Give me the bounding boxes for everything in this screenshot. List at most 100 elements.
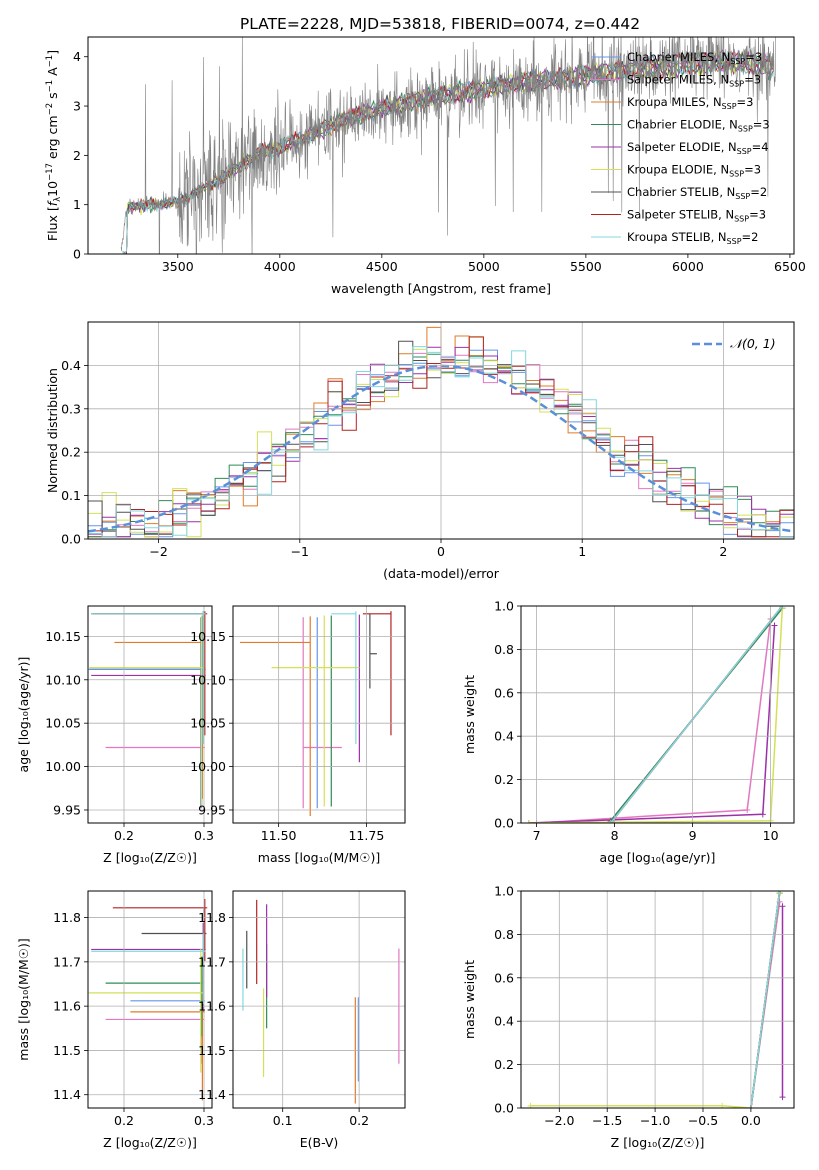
panel-spectrum: 3500 4000 4500 5000 5500 6000 6500 0 1 2 3 4 Chabrie… bbox=[45, 36, 806, 296]
y-tick-label: 10.15 bbox=[190, 629, 226, 644]
axes-frame bbox=[87, 36, 795, 255]
mass-weight-marker bbox=[771, 622, 778, 629]
mass-weight-marker bbox=[525, 820, 532, 823]
panel-residuals: −2 −1 0 1 2 0.0 0.1 0.2 0.3 0.4 𝒩(0, 1) Normed dist… bbox=[45, 321, 795, 581]
y-axis-label: Normed distribution bbox=[45, 368, 60, 493]
y-tick-label: 11.5 bbox=[198, 1043, 226, 1058]
y-tick-label: 11.8 bbox=[53, 910, 81, 925]
legend-entry: Kroupa MILES, NSSP=3 bbox=[627, 95, 753, 111]
axes-frame bbox=[520, 890, 795, 1109]
x-tick-label: 0.0 bbox=[741, 1113, 761, 1128]
x-tick-label: −1.5 bbox=[592, 1113, 622, 1128]
x-axis-label: Z [log₁₀(Z/Z☉)] bbox=[103, 850, 197, 865]
x-tick-label: 8 bbox=[611, 828, 619, 843]
x-tick-label: 4500 bbox=[366, 259, 398, 274]
y-tick-label: 1.0 bbox=[494, 599, 514, 614]
y-tick-label: 0.2 bbox=[494, 1057, 514, 1072]
x-tick-label: −2.0 bbox=[544, 1113, 574, 1128]
x-tick-label: 5500 bbox=[570, 259, 602, 274]
y-tick-label: 0.2 bbox=[494, 772, 514, 787]
legend-entry: Chabrier MILES, NSSP=3 bbox=[627, 50, 762, 66]
y-tick-label: 0.6 bbox=[494, 685, 514, 700]
y-tick-label: 10.05 bbox=[190, 716, 226, 731]
x-tick-label: −1.0 bbox=[640, 1113, 670, 1128]
legend: 𝒩(0, 1) bbox=[692, 336, 776, 351]
y-tick-label: 3 bbox=[73, 99, 81, 114]
x-tick-label: 3500 bbox=[162, 259, 194, 274]
plot-area bbox=[88, 611, 208, 809]
x-tick-label: 0.3 bbox=[194, 828, 214, 843]
x-tick-label: 11.50 bbox=[261, 828, 297, 843]
y-axis-label: age [log₁₀(age/yr)] bbox=[16, 657, 31, 773]
legend-entry: Kroupa STELIB, NSSP=2 bbox=[627, 230, 758, 246]
y-tick-label: 9.95 bbox=[53, 802, 81, 817]
x-axis-label: wavelength [Angstrom, rest frame] bbox=[331, 281, 551, 296]
mass-weight-marker bbox=[607, 820, 614, 823]
y-tick-label: 2 bbox=[73, 148, 81, 163]
x-tick-label: 0.2 bbox=[349, 1113, 369, 1128]
axes-frame bbox=[87, 890, 213, 1109]
y-tick-label: 1 bbox=[73, 197, 81, 212]
x-tick-label: 0 bbox=[437, 544, 445, 559]
y-tick-label: 11.5 bbox=[53, 1043, 81, 1058]
panel-age-vs-mass: 11.50 11.75 9.95 10.00 10.05 10.10 10.15 mass [… bbox=[190, 605, 406, 865]
x-axis-label: E(B-V) bbox=[300, 1135, 339, 1150]
y-tick-label: 0.4 bbox=[61, 358, 81, 373]
legend-entry: Salpeter STELIB, NSSP=3 bbox=[627, 208, 766, 224]
panel-age-vs-z: 0.2 0.3 9.95 10.00 10.05 10.10 10.15 age [log₁₀… bbox=[16, 605, 214, 865]
x-axis-label: mass [log₁₀(M/M☉)] bbox=[258, 850, 380, 865]
axes-frame bbox=[232, 890, 406, 1109]
y-tick-label: 0 bbox=[73, 247, 81, 262]
y-tick-label: 10.00 bbox=[190, 759, 226, 774]
y-axis-label: mass weight bbox=[462, 675, 477, 754]
legend-entry: 𝒩(0, 1) bbox=[730, 336, 776, 351]
x-tick-label: 0.1 bbox=[273, 1113, 293, 1128]
y-tick-label: 0.0 bbox=[61, 532, 81, 547]
panel-mass-vs-ebv: 0.1 0.2 11.4 11.5 11.6 11.7 11.8 E(B-V) bbox=[198, 890, 406, 1150]
y-tick-label: 11.7 bbox=[198, 954, 226, 969]
plot-area bbox=[88, 898, 208, 1101]
x-axis-label: age [log₁₀(age/yr)] bbox=[600, 850, 716, 865]
x-tick-label: −1 bbox=[291, 544, 309, 559]
figure-title: PLATE=2228, MJD=53818, FIBERID=0074, z=0… bbox=[240, 15, 640, 33]
axes-frame bbox=[232, 605, 406, 824]
plot-area bbox=[525, 606, 786, 823]
panel-mass-vs-z: 0.2 0.3 11.4 11.5 11.6 11.7 11.8 mass [log₁₀(M/… bbox=[16, 890, 214, 1150]
y-tick-label: 11.4 bbox=[198, 1087, 226, 1102]
x-tick-label: 5000 bbox=[468, 259, 500, 274]
x-tick-label: 0.2 bbox=[114, 1113, 134, 1128]
x-axis-label: (data-model)/error bbox=[383, 566, 500, 581]
plot-area bbox=[242, 899, 400, 1104]
x-tick-label: 0.2 bbox=[114, 828, 134, 843]
y-axis-label: mass [log₁₀(M/M☉)] bbox=[16, 938, 31, 1060]
y-tick-label: 10.00 bbox=[45, 759, 81, 774]
mass-weight-marker bbox=[779, 606, 786, 609]
y-tick-label: 0.0 bbox=[494, 1101, 514, 1116]
legend: Chabrier MILES, NSSP=3 Salpeter MILES, NS… bbox=[591, 50, 770, 246]
mass-weight-line bbox=[610, 606, 783, 823]
legend-entry: Salpeter MILES, NSSP=3 bbox=[627, 73, 761, 89]
x-tick-label: 7 bbox=[533, 828, 541, 843]
x-tick-label: 1 bbox=[578, 544, 586, 559]
y-tick-label: 0.4 bbox=[494, 729, 514, 744]
mass-weight-marker bbox=[759, 811, 766, 818]
x-tick-label: 11.75 bbox=[348, 828, 384, 843]
mass-weight-line bbox=[528, 608, 784, 823]
y-tick-label: 10.05 bbox=[45, 716, 81, 731]
legend-entry: Chabrier ELODIE, NSSP=3 bbox=[627, 118, 770, 134]
x-tick-label: 6000 bbox=[672, 259, 704, 274]
y-axis-label: mass weight bbox=[462, 960, 477, 1039]
y-tick-label: 11.6 bbox=[198, 999, 226, 1014]
y-tick-label: 0.3 bbox=[61, 401, 81, 416]
y-tick-label: 0.0 bbox=[494, 816, 514, 831]
x-axis-label: Z [log₁₀(Z/Z☉)] bbox=[611, 1135, 705, 1150]
y-tick-label: 4 bbox=[73, 49, 81, 64]
y-axis-label: Flux [fλ10−17 erg cm−2 s−1 A−1] bbox=[45, 50, 63, 241]
y-tick-label: 0.8 bbox=[494, 642, 514, 657]
x-tick-label: 2 bbox=[719, 544, 727, 559]
plot-area bbox=[240, 611, 392, 817]
x-tick-label: 10 bbox=[763, 828, 779, 843]
y-tick-label: 11.4 bbox=[53, 1087, 81, 1102]
x-axis-label: Z [log₁₀(Z/Z☉)] bbox=[103, 1135, 197, 1150]
